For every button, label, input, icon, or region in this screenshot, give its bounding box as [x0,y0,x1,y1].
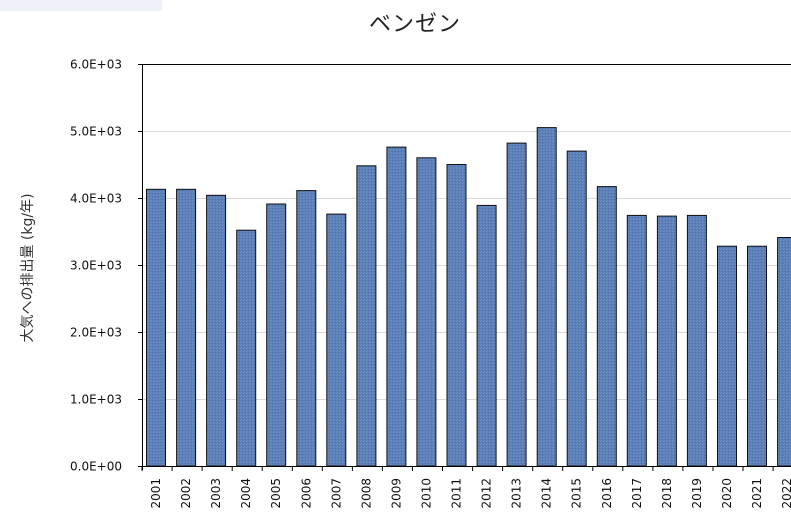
bar [416,157,437,467]
x-tick-label: 2006 [299,478,313,509]
y-tick-label: 6.0E+03 [70,58,122,72]
x-tick-label: 2010 [419,478,433,509]
bar [566,150,587,467]
x-tick-label: 2015 [570,478,584,509]
bar [236,229,257,467]
bar [717,245,737,467]
x-tick-label: 2005 [269,478,283,509]
x-tick-label: 2021 [750,478,764,509]
x-tick-label: 2002 [179,478,193,509]
x-tick-label: 2022 [780,478,791,509]
x-tick-label: 2012 [480,478,494,509]
x-tick-label: 2003 [209,478,223,509]
bar [266,203,287,467]
bar [747,245,767,467]
bar [686,214,707,467]
bar [536,127,557,467]
bar [446,164,467,467]
bar [476,204,497,467]
bars [146,127,791,467]
bar [176,188,197,467]
y-tick-label: 1.0E+03 [70,393,122,407]
x-tick-label: 2011 [450,478,464,509]
bar [506,142,527,467]
bar [656,215,677,467]
chart-title: ベンゼン [368,12,461,37]
y-tick-label: 3.0E+03 [70,259,122,273]
x-tick-label: 2020 [720,478,734,509]
axes [138,64,791,471]
bar [296,190,317,467]
bar [356,165,377,467]
bar [386,146,407,467]
x-tick-label: 2017 [630,478,644,509]
bar [326,213,347,467]
x-tick-label: 2019 [690,478,704,509]
bar [777,237,791,467]
y-tick-labels: 0.0E+00 1.0E+03 2.0E+03 3.0E+03 4.0E+03 5.0E+… [70,58,122,474]
x-tick-label: 2008 [359,478,373,509]
x-tick-label: 2009 [389,478,403,509]
x-tick-label: 2004 [239,478,253,509]
y-tick-label: 0.0E+00 [70,460,122,474]
x-tick-label: 2016 [600,478,614,509]
y-tick-label: 4.0E+03 [70,192,122,206]
y-tick-label: 5.0E+03 [70,125,122,139]
y-tick-label: 2.0E+03 [70,326,122,340]
x-tick-labels: 2001 2002 2003 2004 2005 2006 2007 2008 2009 2010… [149,478,791,509]
bar [146,188,166,467]
x-tick-label: 2001 [149,478,163,509]
x-tick-label: 2013 [510,478,524,509]
x-tick-label: 2007 [329,478,343,509]
x-tick-label: 2014 [540,478,554,509]
bar [206,194,227,467]
bar [596,186,617,467]
bar [626,214,647,467]
corner-patch [0,0,162,11]
x-tick-label: 2018 [660,478,674,509]
